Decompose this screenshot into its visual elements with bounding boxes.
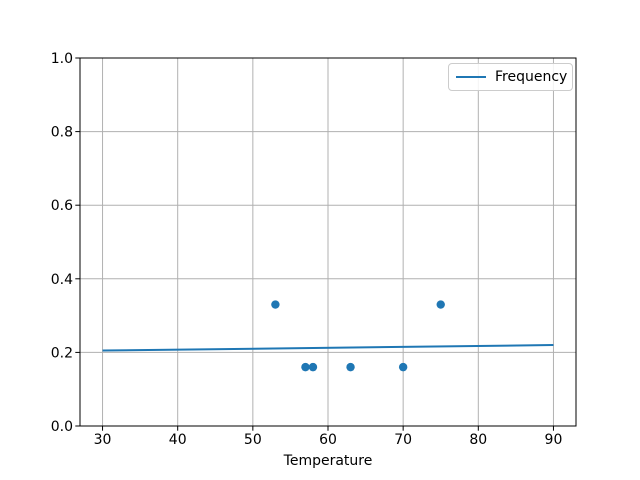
x-tick-label: 60	[319, 432, 337, 448]
frequency-line	[102, 344, 554, 352]
y-tick-label: 0.0	[51, 419, 73, 435]
x-axis-label: Temperature	[283, 453, 373, 469]
legend: Frequency	[448, 63, 573, 91]
legend-label: Frequency	[495, 69, 568, 85]
scatter-point	[346, 362, 355, 372]
y-tick-label: 0.8	[51, 125, 73, 141]
scatter-point	[301, 362, 310, 372]
legend-line-sample-icon	[456, 76, 486, 78]
x-tick-label: 80	[469, 432, 487, 448]
x-tick-label: 50	[244, 432, 262, 448]
y-tick-label: 0.6	[51, 198, 73, 214]
scatter-point	[308, 362, 318, 372]
x-tick-label: 70	[394, 432, 412, 448]
y-tick-label: 0.4	[51, 272, 73, 288]
x-tick-label: 40	[169, 432, 187, 448]
scatter-point	[436, 300, 445, 309]
scatter-point	[271, 300, 280, 309]
y-tick-label: 0.2	[51, 345, 73, 361]
x-tick-label: 30	[94, 432, 112, 448]
scatter-point	[398, 362, 408, 372]
y-tick-label: 1.0	[51, 51, 73, 67]
x-tick-label: 90	[545, 432, 563, 448]
